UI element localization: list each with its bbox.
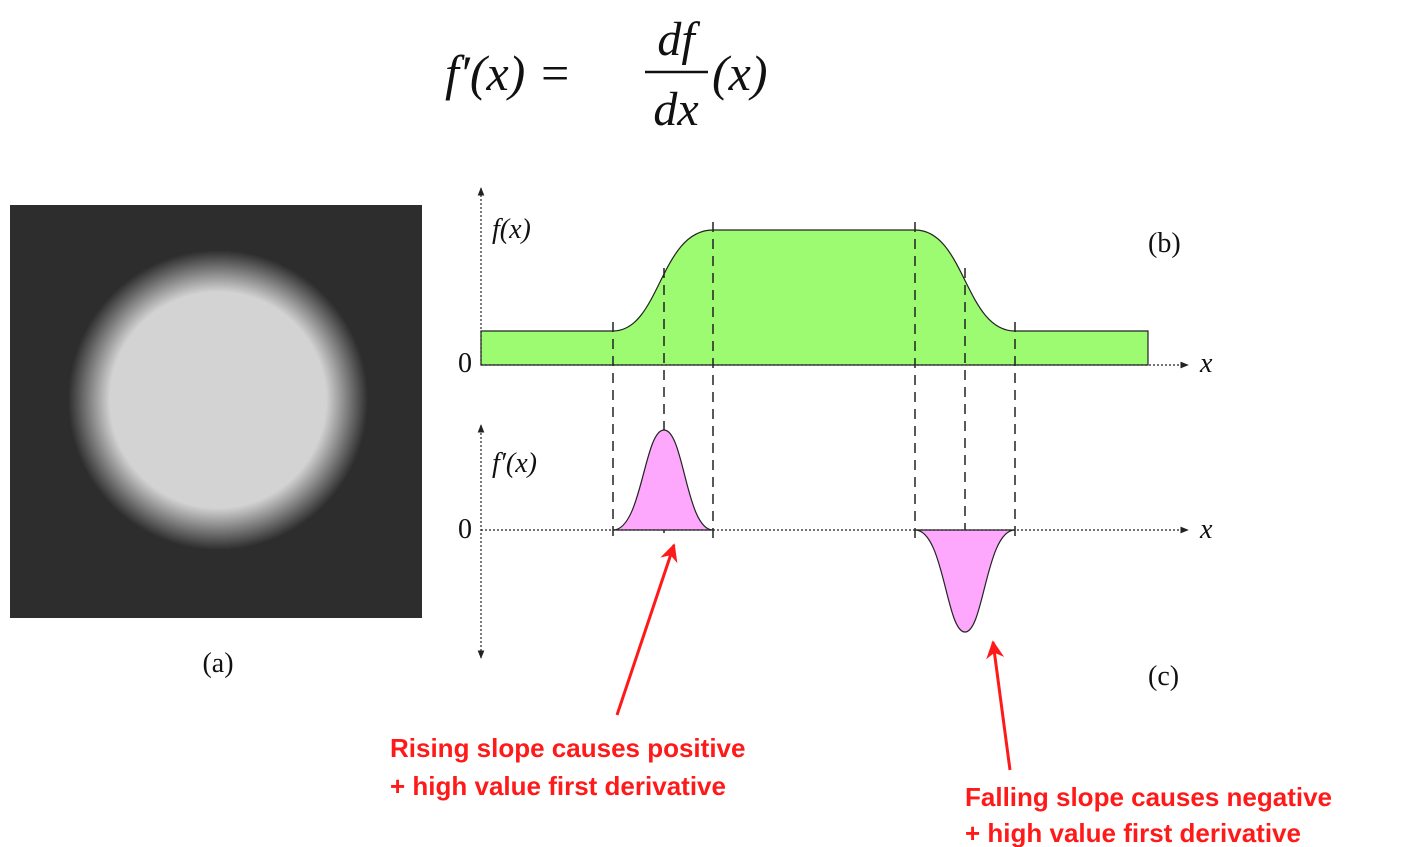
positive-peak (613, 430, 713, 530)
x-label-c: x (1199, 514, 1213, 545)
annotation-text: Rising slope causes positive (390, 733, 745, 763)
formula-denominator: dx (653, 83, 698, 136)
annotation-arrow (617, 545, 674, 715)
y-label-c: f′(x) (492, 448, 537, 479)
zero-c: 0 (458, 514, 472, 545)
diagram: f′(x) = df dx (x) (a) f(x) 0 x (b) f′(x)… (0, 0, 1422, 847)
zero-b: 0 (458, 348, 472, 379)
blurred-disc (68, 250, 368, 550)
annotation-arrow (993, 642, 1010, 770)
formula-numerator: df (657, 13, 700, 66)
x-label-b: x (1199, 348, 1213, 379)
caption-b: (b) (1148, 228, 1181, 259)
formula-lhs: f′(x) = (445, 45, 572, 101)
caption-a: (a) (202, 648, 233, 679)
annotation-text: Falling slope causes negative (965, 782, 1332, 812)
formula-rhs: (x) (712, 45, 768, 101)
function-area (481, 230, 1148, 365)
annotation-text: + high value first derivative (390, 771, 726, 801)
negative-peak (915, 530, 1015, 632)
caption-c: (c) (1148, 661, 1179, 692)
y-label-b: f(x) (492, 214, 531, 245)
annotation-text: + high value first derivative (965, 818, 1301, 847)
